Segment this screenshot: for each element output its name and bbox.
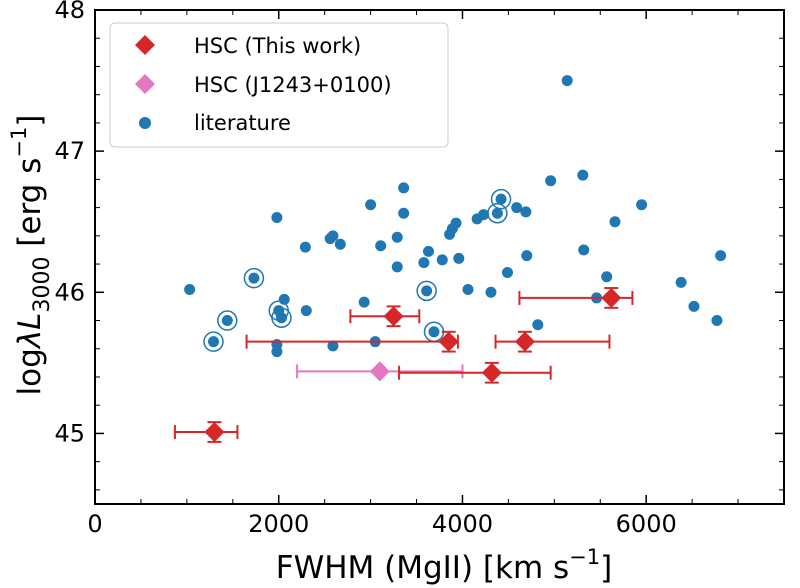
literature-point-46: [577, 169, 589, 181]
legend-marker-blue-circle: [139, 117, 151, 129]
literature-point-53: [688, 300, 700, 312]
literature-point-33: [462, 283, 474, 295]
literature-point-26: [422, 245, 434, 257]
hsc-this-work-point-1: [383, 306, 404, 327]
literature-point-21: [391, 261, 403, 273]
legend: HSC (This work) HSC (J1243+0100) literat…: [109, 22, 449, 148]
literature-point-4: [271, 211, 283, 223]
axes-frame: 0 2000 4000 6000 45 46 47 48: [54, 0, 785, 538]
literature-point-10: [299, 241, 311, 253]
literature-point-22: [398, 182, 410, 194]
legend-marker-red-diamond: [135, 35, 155, 55]
literature-point-50: [609, 216, 621, 228]
literature-point-2: [221, 315, 233, 327]
literature-point-1: [208, 336, 220, 348]
literature-point-27: [428, 326, 440, 338]
y-tick-label-45: 45: [54, 419, 85, 447]
y-tick-label-46: 46: [54, 278, 85, 306]
hsc-this-work-point-5: [601, 287, 622, 308]
literature-point-54: [711, 315, 723, 327]
hsc-this-work-point-3: [514, 331, 535, 352]
literature-point-3: [248, 272, 260, 284]
literature-point-25: [421, 285, 433, 297]
hsc-this-work-point-0: [204, 422, 225, 443]
literature-point-52: [675, 276, 687, 288]
literature-point-28: [436, 254, 448, 266]
literature-point-44: [545, 175, 557, 187]
data-marks: [173, 75, 727, 443]
x-tick-label-0: 0: [87, 510, 102, 538]
legend-label-hsc-j1243: HSC (J1243+0100): [194, 73, 392, 97]
literature-point-6: [271, 346, 283, 358]
literature-point-15: [334, 238, 346, 250]
axes-border: [94, 9, 785, 505]
literature-point-8: [275, 312, 287, 324]
legend-box: [109, 22, 449, 148]
literature-point-43: [532, 319, 544, 331]
literature-point-9: [278, 293, 290, 305]
hsc-this-work-point-2: [438, 331, 459, 352]
legend-label-hsc-this-work: HSC (This work): [194, 34, 361, 58]
x-axis-label: FWHM (MgII) [km s−1]: [276, 545, 612, 586]
literature-point-16: [358, 296, 370, 308]
x-tick-label-4000: 4000: [432, 510, 493, 538]
y-tick-label-48: 48: [54, 0, 85, 24]
y-axis-label: logλL3000 [erg s−1]: [7, 115, 55, 396]
legend-marker-pink-diamond: [135, 74, 155, 94]
literature-ring-38: [490, 188, 512, 210]
literature-point-40: [511, 202, 523, 214]
literature-point-38: [495, 193, 507, 205]
literature-point-20: [391, 231, 403, 243]
x-tick-label-2000: 2000: [248, 510, 309, 538]
literature-point-31: [450, 217, 462, 229]
literature-point-45: [561, 75, 573, 87]
literature-point-36: [485, 286, 497, 298]
legend-label-literature: literature: [194, 111, 291, 135]
literature-point-35: [478, 209, 490, 221]
legend-entry-hsc-j1243: HSC (J1243+0100): [135, 73, 392, 97]
literature-ring-25: [416, 280, 437, 302]
literature-point-55: [715, 250, 727, 262]
literature-point-24: [418, 257, 430, 269]
literature-point-19: [375, 240, 387, 252]
legend-entry-hsc-this-work: HSC (This work): [135, 34, 361, 58]
literature-ring-3: [243, 267, 265, 289]
hsc-this-work-point-4: [481, 362, 502, 383]
literature-point-13: [327, 230, 339, 242]
literature-ring-1: [203, 331, 224, 352]
literature-point-47: [578, 244, 590, 256]
literature-point-14: [327, 340, 339, 352]
literature-ring-2: [217, 310, 238, 331]
legend-entry-literature: literature: [139, 111, 291, 135]
hsc-j1243-point-0: [369, 361, 390, 382]
literature-point-49: [601, 271, 613, 283]
y-tick-label-47: 47: [54, 137, 85, 165]
literature-point-11: [300, 305, 312, 317]
literature-point-51: [636, 199, 648, 211]
literature-point-37: [491, 207, 503, 219]
literature-point-32: [453, 252, 465, 264]
x-tick-label-6000: 6000: [616, 510, 677, 538]
literature-point-23: [398, 207, 410, 219]
literature-ring-37: [487, 202, 508, 224]
literature-point-42: [521, 250, 533, 262]
literature-point-41: [520, 206, 532, 218]
literature-point-0: [184, 283, 196, 295]
literature-point-39: [501, 267, 513, 279]
literature-point-17: [365, 199, 377, 211]
literature-ring-8: [271, 307, 292, 328]
